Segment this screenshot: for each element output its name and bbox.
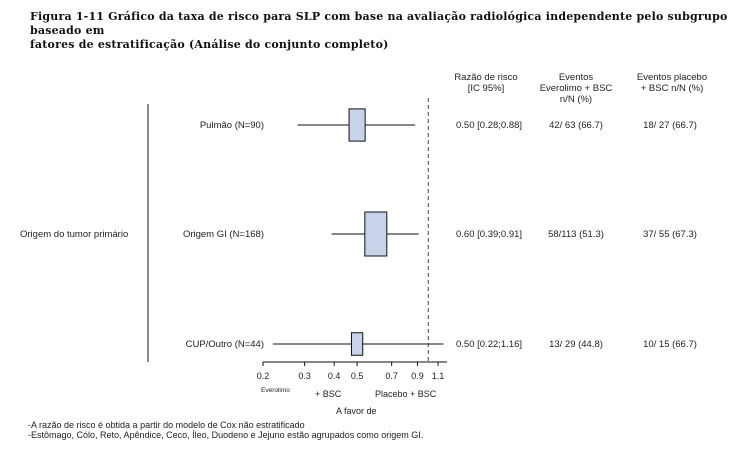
everolimus-events-value: 58/113 (51.3): [548, 229, 604, 240]
column-header-hr-line-2: [IC 95%]: [467, 83, 505, 94]
footnote-2: -Estômago, Cólo, Reto, Apêndice, Ceco, Í…: [28, 430, 424, 440]
footnotes: -A razão de risco é obtida a partir do m…: [28, 420, 423, 440]
hazard-ratio-value: 0.50 [0.22;1.16]: [456, 339, 522, 350]
everolimus-events-value: 42/ 63 (66.7): [549, 120, 603, 131]
placebo-events-value: 37/ 55 (67.3): [643, 229, 697, 240]
x-tick-label: 0.9: [411, 371, 424, 381]
everolimus-events-value: 13/ 29 (44.8): [549, 339, 603, 350]
placebo-events-value: 10/ 15 (66.7): [643, 339, 697, 350]
hazard-ratio-box: [364, 211, 388, 257]
x-tick-label: 0.2: [257, 371, 270, 381]
x-tick-label: 1.1: [432, 371, 445, 381]
favor-left-label-line-1: Everolimo: [261, 387, 290, 394]
hazard-ratio-box: [348, 108, 366, 142]
column-header-hazard-ratio: Razão de risco [IC 95%]: [444, 72, 528, 94]
favor-left-label-line-2: + BSC: [315, 389, 342, 399]
column-header-everolimus-line-3: n/N (%): [559, 94, 593, 105]
subgroup-label: Pulmão (N=90): [200, 120, 264, 131]
column-header-placebo-events: Eventos placebo + BSC n/N (%): [626, 72, 718, 94]
column-header-placebo-line-1: Eventos placebo: [636, 72, 708, 83]
x-tick-label: 0.4: [328, 371, 341, 381]
x-tick-label: 0.5: [351, 371, 364, 381]
placebo-events-value: 18/ 27 (66.7): [643, 120, 697, 131]
footnote-1: -A razão de risco é obtida a partir do m…: [28, 420, 305, 430]
column-header-everolimus-line-2: Everolimo + BSC: [539, 83, 613, 94]
caption-line-1: Figura 1-11 Gráfico da taxa de risco par…: [30, 10, 728, 37]
x-axis-label: A favor de: [336, 406, 377, 416]
x-axis: 0.2 0.3 0.4 0.5 0.7 0.9 1.1: [257, 361, 447, 381]
x-tick-label: 0.7: [385, 371, 398, 381]
column-header-everolimus-line-1: Eventos: [558, 72, 594, 83]
column-header-everolimus-events: Eventos Everolimo + BSC n/N (%): [530, 72, 622, 105]
favor-right-label: Placebo + BSC: [375, 389, 437, 399]
column-header-hr-line-1: Razão de risco: [454, 72, 518, 83]
subgroup-label: Origem GI (N=168): [183, 229, 264, 240]
hazard-ratio-value: 0.60 [0.39;0.91]: [456, 229, 522, 240]
hazard-ratio-value: 0.50 [0.28;0.88]: [456, 120, 522, 131]
hazard-ratio-box: [350, 332, 364, 356]
forest-rows: Pulmão (N=90) 0.50 [0.28;0.88] 42/ 63 (66.…: [183, 98, 697, 362]
figure-caption: Figura 1-11 Gráfico da taxa de risco par…: [30, 10, 730, 52]
group-label-primary-tumor-origin: Origem do tumor primário: [20, 229, 129, 240]
caption-line-2: fatores de estratificação (Análise do co…: [30, 38, 389, 51]
column-header-placebo-line-2: + BSC n/N (%): [640, 83, 704, 94]
x-tick-label: 0.3: [298, 371, 311, 381]
subgroup-label: CUP/Outro (N=44): [186, 339, 264, 350]
